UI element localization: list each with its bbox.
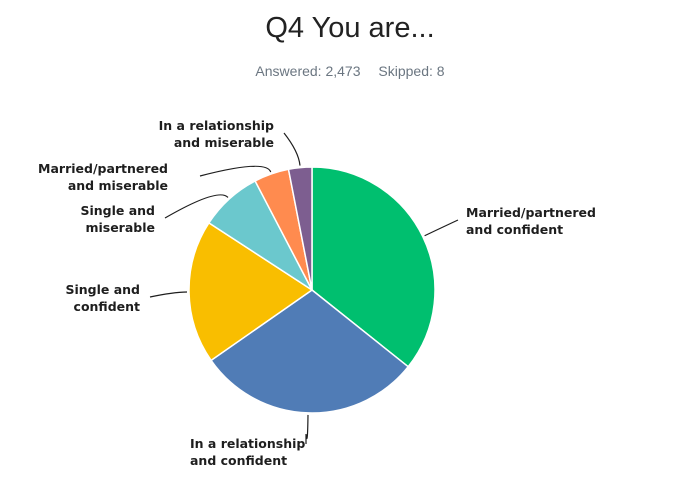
leader-line [424, 219, 459, 237]
pie-slice [210, 289, 410, 414]
pie-slices [188, 166, 436, 414]
chart-title: Q4 You are... [265, 12, 435, 44]
slice-label: Single and miserable [80, 203, 155, 235]
slice-labels: Married/partnered and confident In a relat… [38, 118, 596, 468]
leader-line [305, 414, 309, 444]
slice-label: Single and confident [65, 282, 140, 314]
answered-count: Answered: 2,473 [255, 63, 361, 79]
slice-label: Married/partnered and confident [466, 205, 596, 237]
leader-lines [149, 132, 459, 444]
pie-slice [188, 221, 314, 362]
leader-line [149, 291, 188, 298]
skipped-count: Skipped: 8 [378, 63, 445, 79]
leader-line [199, 165, 272, 177]
leader-line [283, 132, 301, 166]
slice-label: Married/partnered and miserable [38, 161, 168, 193]
pie-slice [311, 166, 436, 368]
response-stats: Answered: 2,473 Skipped: 8 [0, 63, 700, 79]
slice-label: In a relationship and confident [190, 436, 305, 468]
slice-label: In a relationship and miserable [159, 118, 274, 150]
leader-line [164, 194, 229, 219]
pie-slice [287, 166, 313, 291]
